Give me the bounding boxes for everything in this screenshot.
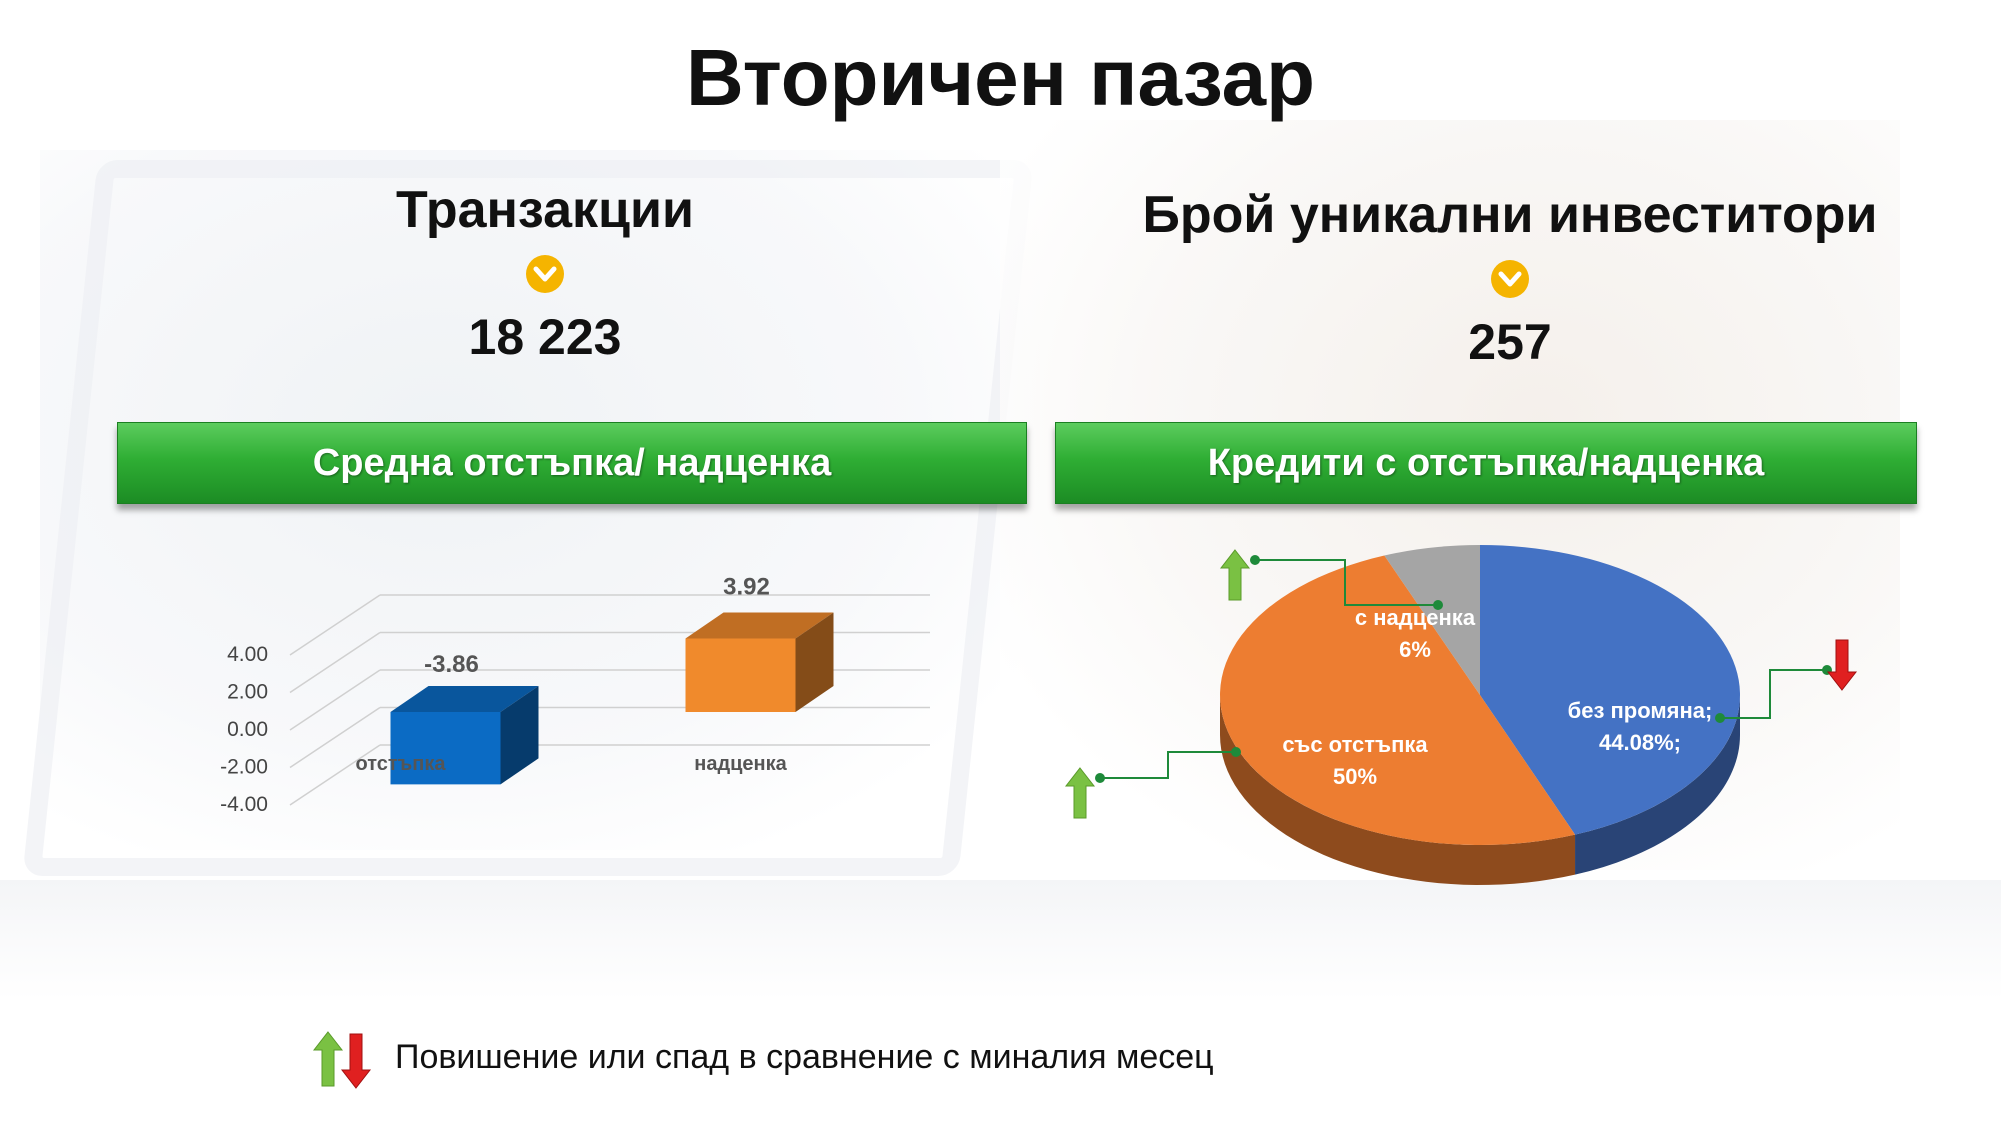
pie-data-label: с надценка: [1355, 605, 1476, 630]
bar-front: [390, 712, 501, 785]
avg-discount-banner: Средна отстъпка/ надценка: [117, 422, 1027, 504]
chevron-down-icon: [1491, 260, 1529, 298]
pie-data-label: със отстъпка: [1282, 732, 1428, 757]
credits-pie-chart: без промяна; 44.08%; със отстъпка 50% с надц…: [1064, 545, 1858, 885]
grid-depth-line: [289, 706, 381, 769]
arrow-down-icon: [340, 1033, 372, 1089]
transactions-stat: Транзакции 18 223: [300, 180, 790, 366]
credits-discount-banner: Кредити с отстъпка/надценка: [1055, 422, 1917, 504]
grid-depth-line: [289, 669, 381, 731]
pie-slice: [1384, 545, 1480, 695]
y-tick-label: 2.00: [227, 681, 268, 704]
pie-data-label: 50%: [1333, 764, 1377, 789]
arrow-up-icon: [312, 1031, 344, 1087]
avg-discount-bar-chart: 4.00 2.00 0.00 -2.00 -4.00 -3.86 отстъпка 3.92 н…: [220, 574, 930, 816]
pie-slice-side: [1220, 695, 1576, 885]
callout-line: [1100, 751, 1236, 779]
pie-data-label: 44.08%;: [1599, 730, 1681, 755]
bar-top: [390, 686, 539, 712]
y-tick-label: 4.00: [227, 643, 268, 666]
pie-slice: [1220, 555, 1576, 845]
trend-legend-icons: [312, 1031, 372, 1089]
bar-side: [795, 612, 834, 712]
y-tick-label: -2.00: [220, 756, 268, 779]
transactions-label: Транзакции: [396, 181, 694, 239]
bar-side: [500, 686, 539, 785]
pie-data-label: без промяна;: [1568, 698, 1713, 723]
y-tick-label: 0.00: [227, 718, 268, 741]
avg-discount-banner-label: Средна отстъпка/ надценка: [312, 441, 832, 484]
arrow-down-icon: [1826, 639, 1858, 691]
y-tick-label: -4.00: [220, 793, 268, 816]
callout-line: [1255, 559, 1438, 606]
callout-dot: [1231, 747, 1241, 757]
credits-discount-banner-label: Кредити с отстъпка/надценка: [1207, 441, 1765, 484]
callout-dot: [1095, 773, 1105, 783]
bar-front: [685, 638, 796, 712]
arrow-up-icon: [1219, 549, 1251, 601]
bar-data-label: -3.86: [424, 651, 479, 678]
callout-dot: [1715, 713, 1725, 723]
grid-depth-line: [289, 744, 381, 806]
callout-line: [1720, 669, 1827, 719]
pie-slice-side: [1575, 695, 1740, 875]
page-title: Вторичен пазар: [685, 33, 1316, 122]
x-category-label: отстъпка: [356, 753, 447, 775]
grid-depth-line: [289, 594, 381, 656]
pie-slice: [1480, 545, 1740, 835]
bar-top: [685, 612, 834, 639]
pie-data-label: 6%: [1399, 637, 1431, 662]
unique-investors-stat: Брой уникални инвеститори 257: [1060, 185, 1960, 371]
bar-data-label: 3.92: [723, 574, 770, 601]
callout-dot: [1250, 555, 1260, 565]
transactions-value: 18 223: [468, 309, 622, 365]
arrow-up-icon: [1064, 767, 1096, 819]
unique-investors-value: 257: [1468, 314, 1552, 370]
grid-depth-line: [289, 631, 381, 694]
chevron-down-icon: [526, 255, 564, 293]
unique-investors-label: Брой уникални инвеститори: [1142, 186, 1878, 244]
legend-text: Повишение или спад в сравнение с миналия…: [395, 1038, 1214, 1076]
x-category-label: надценка: [694, 753, 787, 775]
callout-dot: [1433, 600, 1443, 610]
